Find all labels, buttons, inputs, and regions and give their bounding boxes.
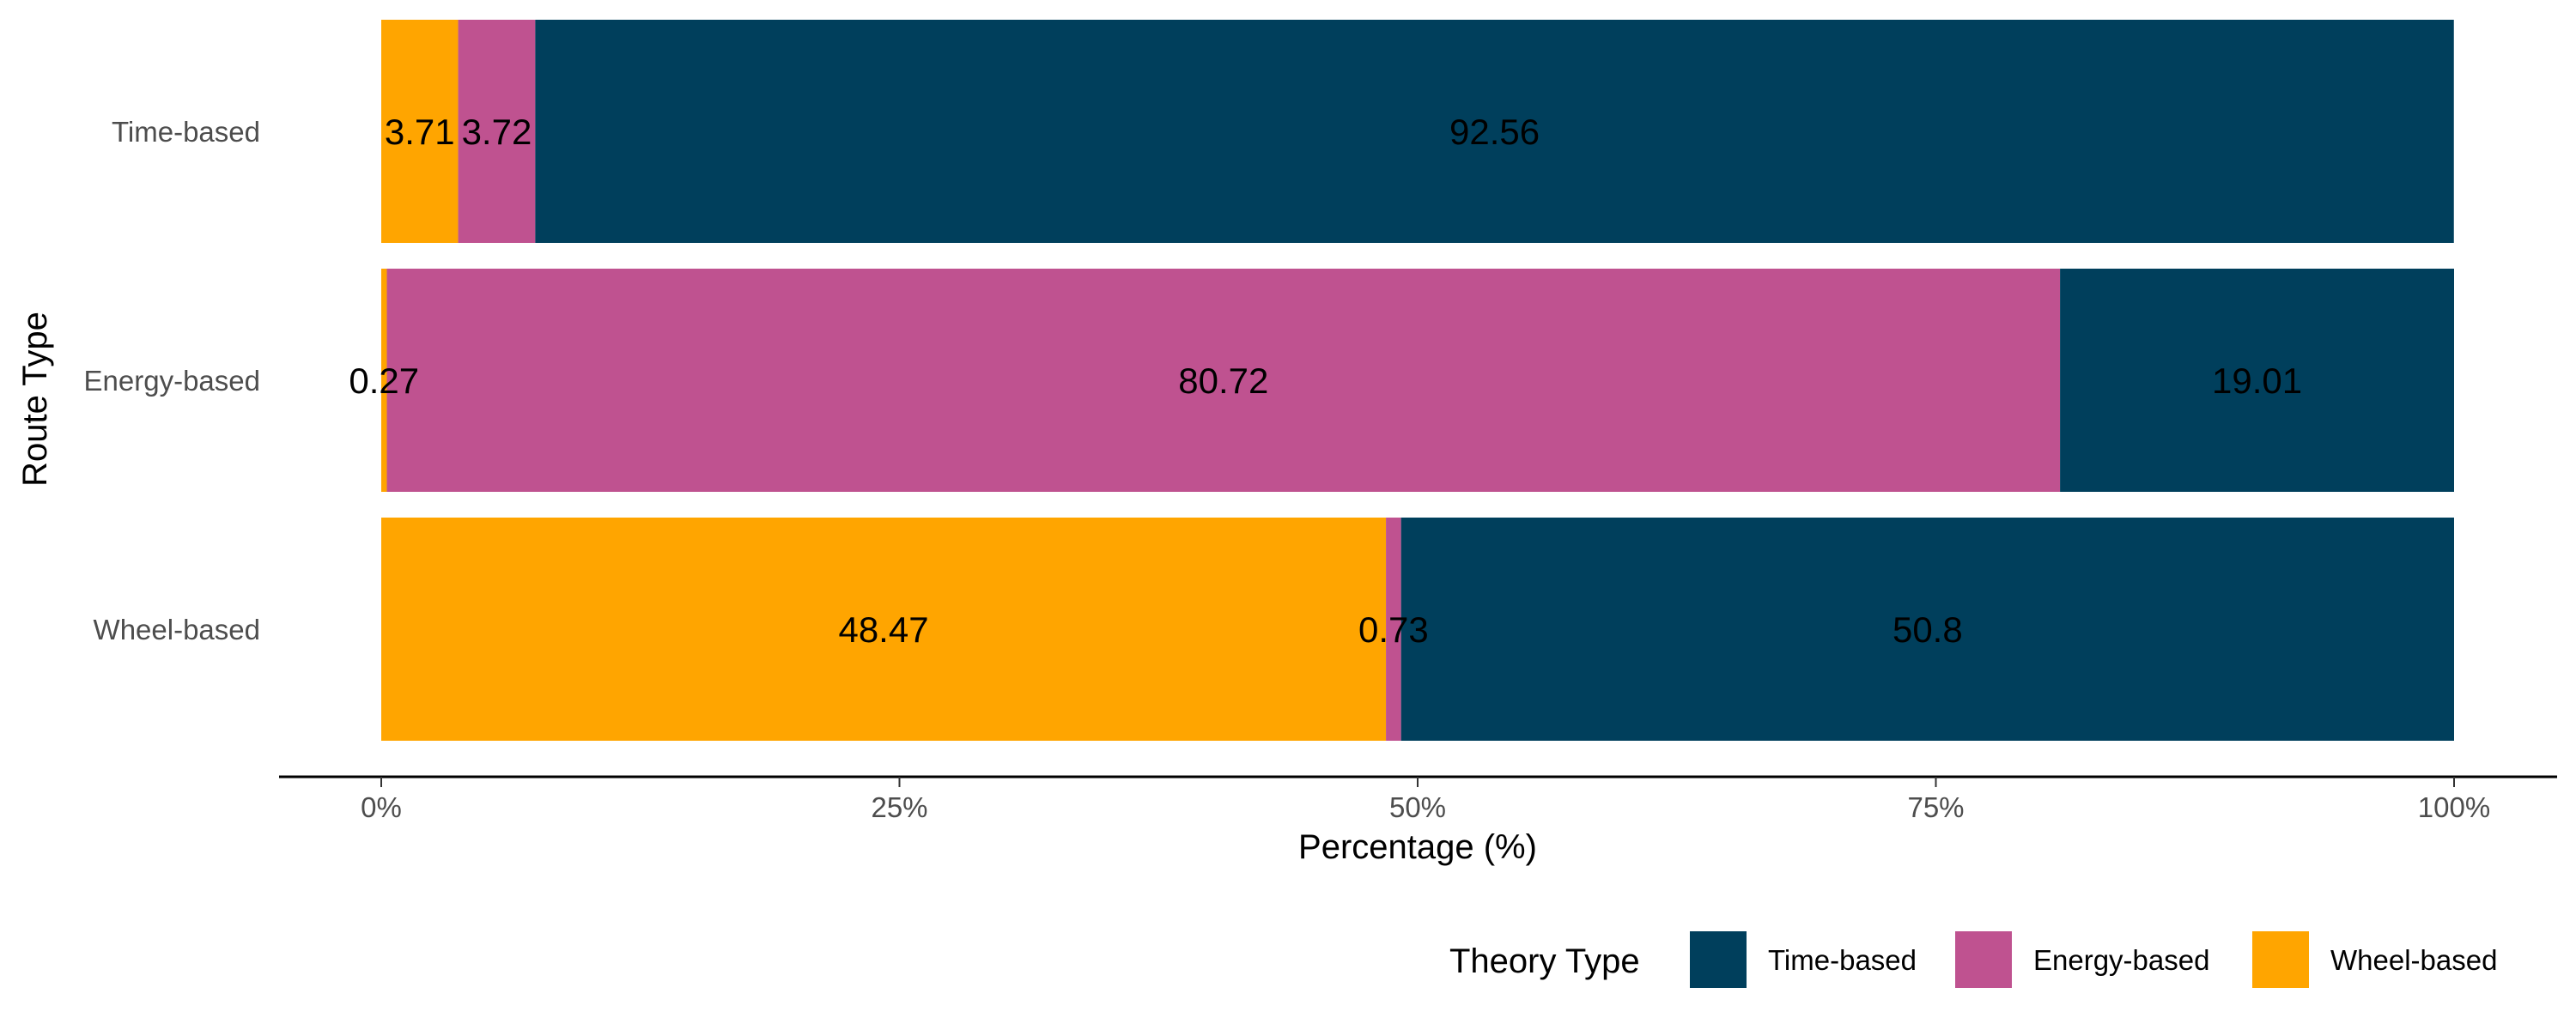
- bar-energy-based-wheel-based: [381, 269, 387, 492]
- y-axis-title: Route Type: [16, 312, 54, 487]
- x-tick-label-75: 75%: [1907, 791, 1964, 823]
- bar-time-based-wheel-based: [381, 20, 459, 243]
- x-tick-label-25: 25%: [871, 791, 927, 823]
- bar-time-based-time-based: [535, 20, 2454, 243]
- bar-labels-layer: 3.71 3.72 92.56 0.27 80.72 19.01 48.47 0.73 50.8: [349, 112, 2302, 650]
- bar-label-energy-based-wheel-based: 0.27: [349, 360, 419, 401]
- legend-key-energy-based: [1955, 931, 2012, 988]
- legend-label-energy-based: Energy-based: [2033, 944, 2209, 976]
- bar-wheel-based-time-based: [1400, 518, 2454, 741]
- bar-wheel-based-wheel-based: [381, 518, 1387, 741]
- x-tick-label-0: 0%: [361, 791, 402, 823]
- bar-label-energy-based-time-based: 19.01: [2212, 360, 2302, 401]
- legend-label-time-based: Time-based: [1768, 944, 1917, 976]
- x-tick-label-50: 50%: [1389, 791, 1446, 823]
- x-axis-title: Percentage (%): [1298, 828, 1537, 866]
- bar-wheel-based-energy-based: [1386, 518, 1401, 741]
- bars-layer: [381, 20, 2454, 741]
- bar-time-based-energy-based: [458, 20, 536, 243]
- bar-label-time-based-wheel-based: 3.71: [385, 112, 455, 152]
- bar-label-wheel-based-energy-based: 0.73: [1358, 609, 1429, 650]
- bar-label-time-based-energy-based: 3.72: [462, 112, 532, 152]
- bar-energy-based-time-based: [2060, 269, 2454, 492]
- legend-key-wheel-based: [2252, 931, 2309, 988]
- bar-energy-based-energy-based: [386, 269, 2061, 492]
- x-tick-label-100: 100%: [2418, 791, 2490, 823]
- bar-label-wheel-based-time-based: 50.8: [1893, 609, 1963, 650]
- bar-label-energy-based-energy-based: 80.72: [1178, 360, 1268, 401]
- legend-key-time-based: [1690, 931, 1747, 988]
- y-tick-label-energy-based: Energy-based: [84, 365, 260, 397]
- y-axis: Time-based Energy-based Wheel-based: [84, 116, 260, 645]
- y-tick-label-wheel-based: Wheel-based: [94, 614, 260, 645]
- x-axis: 0% 25% 50% 75% 100%: [279, 775, 2557, 823]
- y-tick-label-time-based: Time-based: [112, 116, 260, 148]
- legend: Theory Type Time-based Energy-based Wheel-…: [1449, 931, 2497, 988]
- legend-title: Theory Type: [1449, 942, 1640, 980]
- bar-label-time-based-time-based: 92.56: [1449, 112, 1540, 152]
- legend-label-wheel-based: Wheel-based: [2330, 944, 2497, 976]
- bar-label-wheel-based-wheel-based: 48.47: [838, 609, 928, 650]
